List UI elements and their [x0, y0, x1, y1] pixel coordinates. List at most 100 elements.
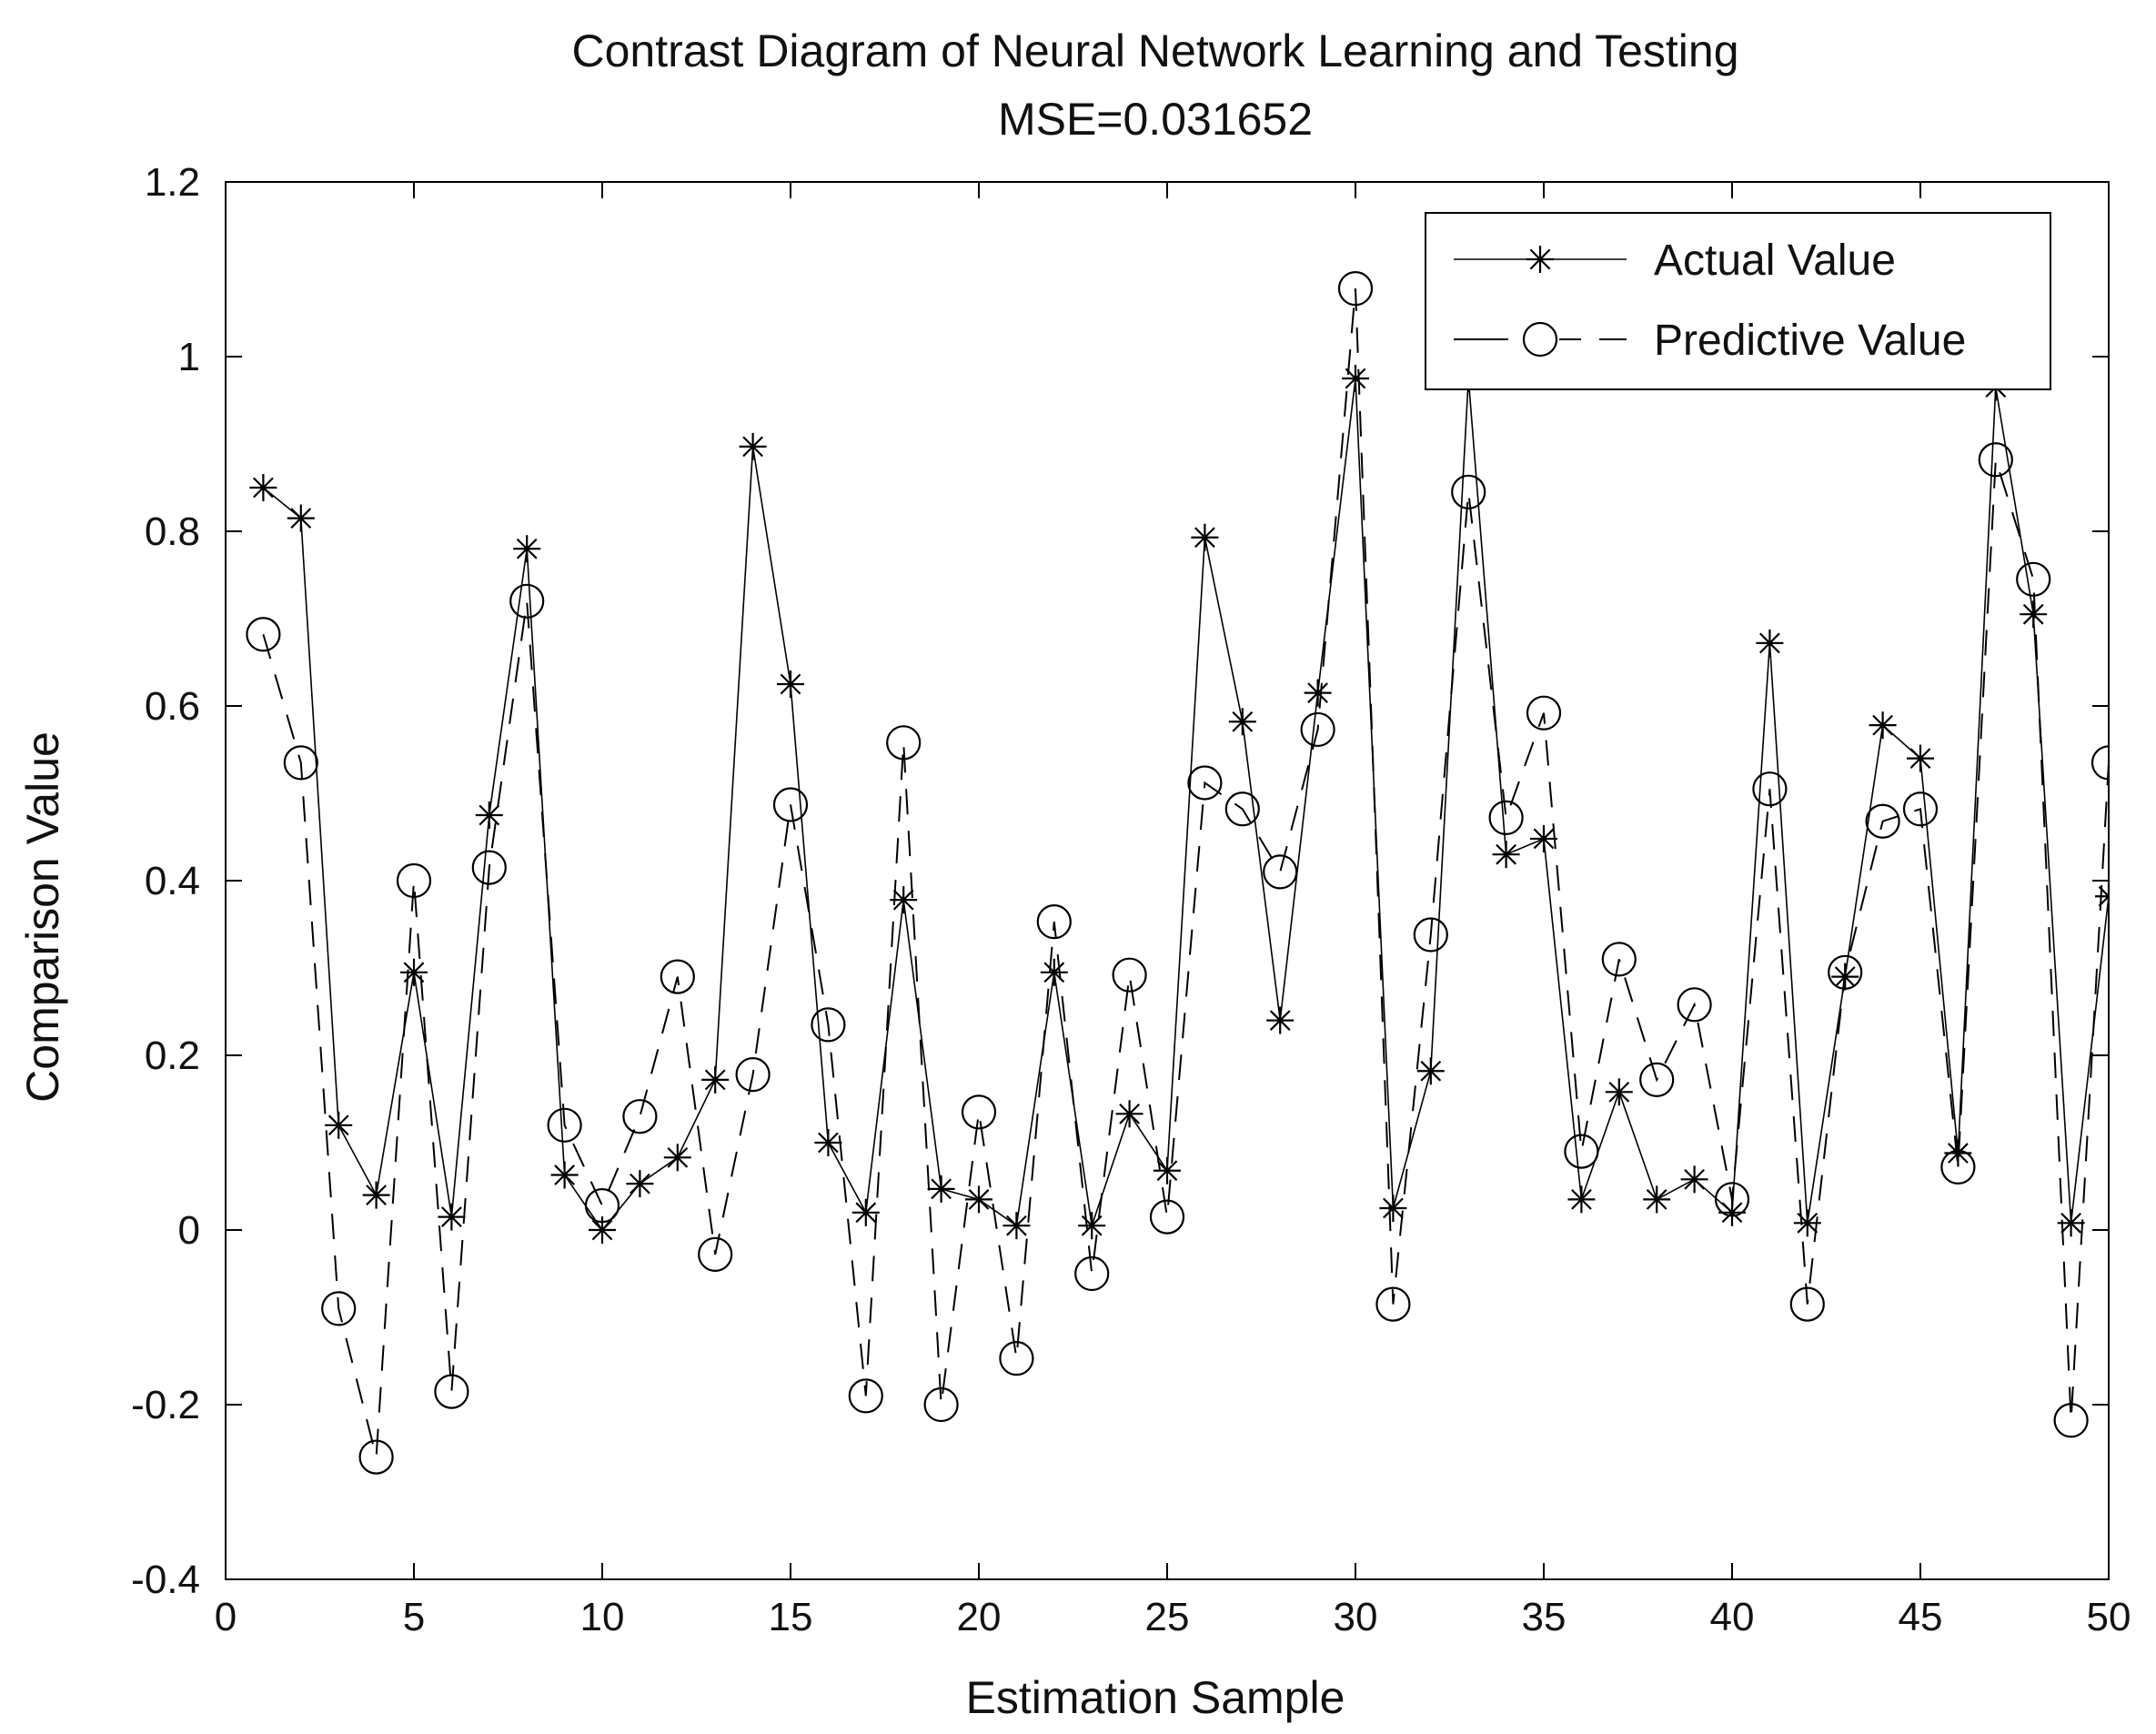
legend: Actual Value Predictive Value: [1425, 212, 2051, 390]
predictive-value-line: [262, 288, 2109, 1457]
asterisk-stroke: [1269, 1010, 1291, 1031]
x-tick-label: 10: [580, 1595, 625, 1639]
predictive-value-point: [1451, 474, 1486, 509]
asterisk-stroke: [1156, 1160, 1178, 1182]
asterisk-stroke: [1420, 1060, 1442, 1082]
x-tick-label: 35: [1522, 1595, 1567, 1639]
asterisk-stroke: [1684, 1168, 1705, 1190]
predictive-value-point: [1789, 1286, 1825, 1322]
legend-marker-bg: [1521, 320, 1559, 358]
predictive-value-point: [1639, 1062, 1675, 1097]
predictive-value-point: [622, 1099, 658, 1134]
actual-value-point: [438, 1203, 466, 1231]
x-tick-label: 20: [957, 1595, 1002, 1639]
predictive-value-point: [1187, 765, 1223, 801]
predictive-value-point: [547, 1107, 582, 1143]
y-tick-label: 0.4: [145, 859, 200, 903]
predictive-value-point: [886, 725, 922, 761]
actual-value-point: [851, 1198, 880, 1226]
asterisk-stroke: [366, 1185, 387, 1205]
actual-value-point: [814, 1129, 842, 1156]
actual-value-point: [1115, 1100, 1143, 1128]
asterisk-stroke: [1533, 828, 1555, 850]
asterisk-stroke: [1571, 1189, 1592, 1210]
predictive-value-point: [660, 959, 695, 994]
chart-title: Contrast Diagram of Neural Network Learn…: [571, 25, 1738, 76]
predictive-value-point: [1413, 917, 1448, 953]
asterisk-stroke: [327, 1114, 349, 1136]
axis-ticks: 0 5 10 15 20 25 30 35 40 45 50 -0.4 -0.2 0 0.2 0.4 0.6 0.…: [131, 160, 2131, 1639]
actual-value-point: [1228, 708, 1256, 736]
predictive-value-point: [1714, 1182, 1750, 1217]
y-tick-label: 0: [178, 1208, 200, 1253]
x-tick-label: 40: [1710, 1595, 1755, 1639]
asterisk-stroke: [516, 538, 538, 560]
predictive-value-point: [283, 745, 318, 781]
x-tick-label: 25: [1145, 1595, 1190, 1639]
x-tick-label: 0: [215, 1595, 237, 1639]
actual-value-point: [2020, 600, 2048, 629]
actual-value-point: [1191, 523, 1219, 551]
asterisk-stroke: [591, 1219, 613, 1241]
asterisk-stroke: [1307, 682, 1328, 703]
asterisk-stroke: [253, 477, 274, 499]
x-tick-label: 50: [2087, 1595, 2131, 1639]
asterisk-stroke: [667, 1146, 689, 1168]
asterisk-stroke: [554, 1164, 575, 1185]
predictive-value-point: [1677, 987, 1712, 1023]
asterisk-stroke: [1797, 1212, 1818, 1234]
predictive-value-point: [1488, 800, 1524, 835]
asterisk-stroke: [1119, 1103, 1140, 1124]
asterisk-stroke: [1529, 248, 1551, 270]
asterisk-stroke: [931, 1178, 952, 1200]
actual-value-point: [927, 1174, 955, 1203]
actual-value-point: [1756, 629, 1784, 657]
predictive-value-point: [2091, 745, 2109, 781]
chart-subtitle: MSE=0.031652: [998, 94, 1313, 145]
asterisk-stroke: [780, 673, 801, 695]
x-tick-label: 15: [769, 1595, 813, 1639]
asterisk-stroke: [2060, 1212, 2081, 1234]
legend-marker-actual-value: [1526, 246, 1554, 273]
asterisk-stroke: [630, 1173, 650, 1195]
legend-label-actual-value: Actual Value: [1654, 237, 1896, 285]
actual-value-point: [1869, 711, 1897, 740]
x-axis-label: Estimation Sample: [966, 1672, 1345, 1723]
asterisk-stroke: [704, 1069, 726, 1091]
asterisk-stroke: [1496, 843, 1516, 865]
predictive-value-point: [1940, 1149, 1976, 1185]
y-tick-label: 0.6: [145, 684, 200, 729]
actual-value-point: [1416, 1057, 1445, 1085]
series-predictive-value: [246, 271, 2109, 1475]
asterisk-stroke: [1759, 632, 1780, 654]
predictive-value-point: [1074, 1255, 1110, 1292]
actual-value-point: [1492, 841, 1520, 869]
y-tick-label: 1: [178, 335, 200, 379]
actual-value-point: [1530, 824, 1557, 852]
asterisk-stroke: [742, 436, 763, 458]
predictive-value-point: [1263, 854, 1298, 890]
predictive-value-point: [1112, 957, 1147, 993]
predictive-value-point: [321, 1291, 357, 1326]
predictive-value-point: [772, 787, 809, 822]
actual-value-point: [890, 886, 918, 914]
predictive-value-point: [735, 1057, 771, 1093]
asterisk-stroke: [1043, 962, 1065, 983]
actual-value-point: [663, 1144, 691, 1172]
predictive-value-point: [1828, 954, 1863, 990]
x-tick-label: 30: [1334, 1595, 1378, 1639]
actual-value-point: [1078, 1212, 1106, 1240]
x-tick-label: 45: [1899, 1595, 1943, 1639]
actual-value-point: [1379, 1195, 1407, 1222]
predictive-value-point: [1752, 771, 1788, 807]
actual-value-point: [249, 474, 277, 501]
asterisk-stroke: [2098, 894, 2109, 907]
asterisk-stroke: [1194, 527, 1215, 549]
actual-value-point: [513, 535, 541, 563]
x-tick-label: 5: [403, 1595, 425, 1639]
plot-area: [225, 181, 2110, 1580]
predictive-value-point: [1564, 1134, 1599, 1169]
asterisk-stroke: [1721, 1202, 1743, 1224]
